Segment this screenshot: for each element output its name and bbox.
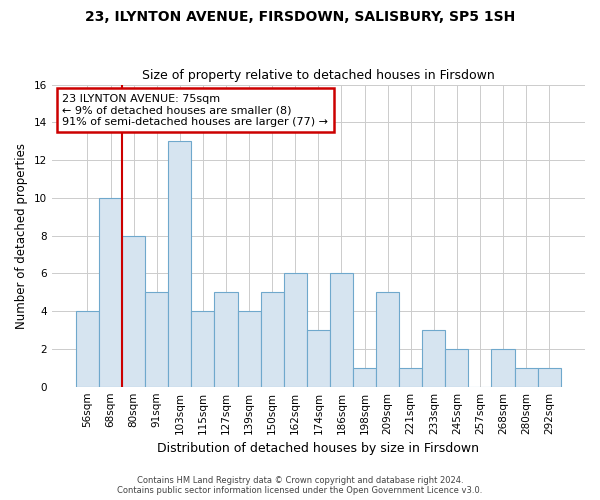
Bar — [76, 311, 99, 386]
Bar — [122, 236, 145, 386]
Bar — [307, 330, 330, 386]
Bar — [238, 311, 260, 386]
Bar — [353, 368, 376, 386]
Bar — [168, 141, 191, 386]
Bar — [422, 330, 445, 386]
Bar — [145, 292, 168, 386]
Text: 23 ILYNTON AVENUE: 75sqm
← 9% of detached houses are smaller (8)
91% of semi-det: 23 ILYNTON AVENUE: 75sqm ← 9% of detache… — [62, 94, 328, 127]
Bar — [191, 311, 214, 386]
Bar — [99, 198, 122, 386]
Bar — [445, 349, 469, 387]
Bar — [214, 292, 238, 386]
Text: 23, ILYNTON AVENUE, FIRSDOWN, SALISBURY, SP5 1SH: 23, ILYNTON AVENUE, FIRSDOWN, SALISBURY,… — [85, 10, 515, 24]
X-axis label: Distribution of detached houses by size in Firsdown: Distribution of detached houses by size … — [157, 442, 479, 455]
Bar — [330, 274, 353, 386]
Bar — [376, 292, 399, 386]
Bar — [399, 368, 422, 386]
Bar — [284, 274, 307, 386]
Bar — [515, 368, 538, 386]
Bar — [260, 292, 284, 386]
Title: Size of property relative to detached houses in Firsdown: Size of property relative to detached ho… — [142, 69, 495, 82]
Text: Contains HM Land Registry data © Crown copyright and database right 2024.
Contai: Contains HM Land Registry data © Crown c… — [118, 476, 482, 495]
Y-axis label: Number of detached properties: Number of detached properties — [15, 142, 28, 328]
Bar — [538, 368, 561, 386]
Bar — [491, 349, 515, 387]
